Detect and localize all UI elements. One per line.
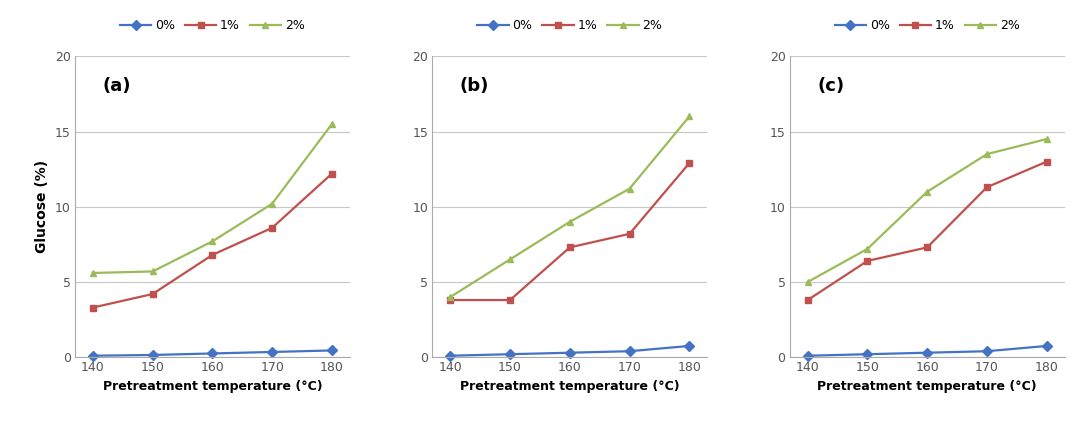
- Legend: 0%, 1%, 2%: 0%, 1%, 2%: [472, 14, 668, 37]
- Legend: 0%, 1%, 2%: 0%, 1%, 2%: [830, 14, 1025, 37]
- Text: (b): (b): [460, 78, 489, 95]
- X-axis label: Pretreatment temperature (°C): Pretreatment temperature (°C): [460, 380, 679, 393]
- X-axis label: Pretreatment temperature (°C): Pretreatment temperature (°C): [817, 380, 1037, 393]
- Legend: 0%, 1%, 2%: 0%, 1%, 2%: [114, 14, 309, 37]
- X-axis label: Pretreatment temperature (°C): Pretreatment temperature (°C): [103, 380, 322, 393]
- Text: (c): (c): [817, 78, 844, 95]
- Text: (a): (a): [103, 78, 131, 95]
- Y-axis label: Glucose (%): Glucose (%): [35, 160, 49, 253]
